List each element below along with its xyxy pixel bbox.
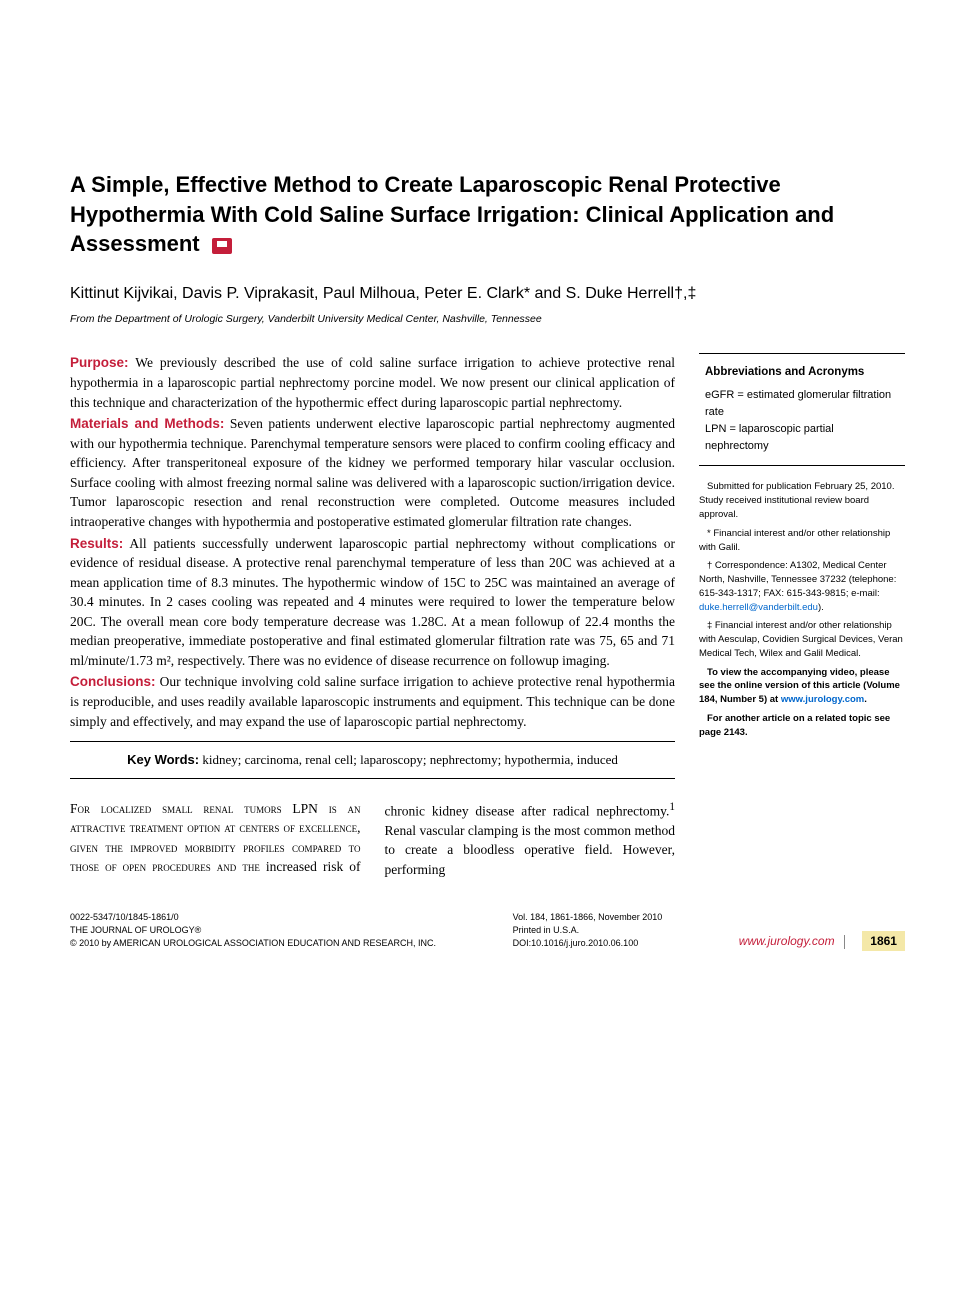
keywords-box: Key Words: kidney; carcinoma, renal cell… (70, 741, 675, 779)
footer-journal-name: THE JOURNAL OF UROLOGY® (70, 924, 436, 937)
abbrev-lpn: LPN = laparoscopic partial nephrectomy (705, 421, 899, 455)
abstract-purpose: Purpose: We previously described the use… (70, 353, 675, 412)
results-label: Results: (70, 536, 123, 551)
abstract-results: Results: All patients successfully under… (70, 534, 675, 671)
video-note: To view the accompanying video, please s… (699, 666, 905, 707)
sidebar-column: Abbreviations and Acronyms eGFR = estima… (699, 353, 905, 879)
footer-url[interactable]: www.jurology.com (739, 934, 835, 948)
related-article-note: For another article on a related topic s… (699, 712, 905, 740)
article-body-intro: For localized small renal tumors LPN is … (70, 799, 675, 880)
footer-printed: Printed in U.S.A. (513, 924, 663, 937)
footer-volume: Vol. 184, 1861-1866, November 2010 (513, 911, 663, 924)
video-icon (212, 238, 232, 254)
page-number: 1861 (862, 931, 905, 951)
keywords-text: kidney; carcinoma, renal cell; laparosco… (202, 752, 618, 767)
footer-doi: DOI:10.1016/j.juro.2010.06.100 (513, 937, 663, 950)
abstract-column: Purpose: We previously described the use… (70, 353, 675, 879)
abbrev-egfr: eGFR = estimated glomerular filtration r… (705, 387, 899, 421)
note-financial-ddagger: ‡ Financial interest and/or other relati… (699, 619, 905, 660)
page-footer: 0022-5347/10/1845-1861/0 THE JOURNAL OF … (70, 911, 905, 949)
methods-label: Materials and Methods: (70, 416, 224, 431)
note-submitted: Submitted for publication February 25, 2… (699, 480, 905, 521)
note-correspondence: † Correspondence: A1302, Medical Center … (699, 559, 905, 614)
purpose-label: Purpose: (70, 355, 129, 370)
keywords-label: Key Words: (127, 752, 199, 767)
abstract-methods: Materials and Methods: Seven patients un… (70, 414, 675, 531)
footer-middle-block: Vol. 184, 1861-1866, November 2010 Print… (513, 911, 663, 949)
footer-right-block: www.jurology.com 1861 (739, 934, 905, 949)
abbreviations-heading: Abbreviations and Acronyms (705, 364, 899, 382)
main-two-column-layout: Purpose: We previously described the use… (70, 353, 905, 879)
jurology-link[interactable]: www.jurology.com (781, 694, 864, 705)
email-link[interactable]: duke.herrell@vanderbilt.edu (699, 602, 818, 613)
abstract-conclusions: Conclusions: Our technique involving col… (70, 672, 675, 731)
authors-list: Kittinut Kijvikai, Davis P. Viprakasit, … (70, 283, 905, 305)
sidebar-notes: Submitted for publication February 25, 2… (699, 480, 905, 739)
footer-divider (844, 935, 845, 949)
footer-issn: 0022-5347/10/1845-1861/0 (70, 911, 436, 924)
affiliation-text: From the Department of Urologic Surgery,… (70, 313, 905, 325)
footer-copyright: © 2010 by AMERICAN UROLOGICAL ASSOCIATIO… (70, 937, 436, 950)
note-financial-star: * Financial interest and/or other relati… (699, 527, 905, 555)
footer-left-block: 0022-5347/10/1845-1861/0 THE JOURNAL OF … (70, 911, 436, 949)
article-title: A Simple, Effective Method to Create Lap… (70, 170, 905, 259)
abbreviations-box: Abbreviations and Acronyms eGFR = estima… (699, 353, 905, 466)
conclusions-label: Conclusions: (70, 674, 156, 689)
